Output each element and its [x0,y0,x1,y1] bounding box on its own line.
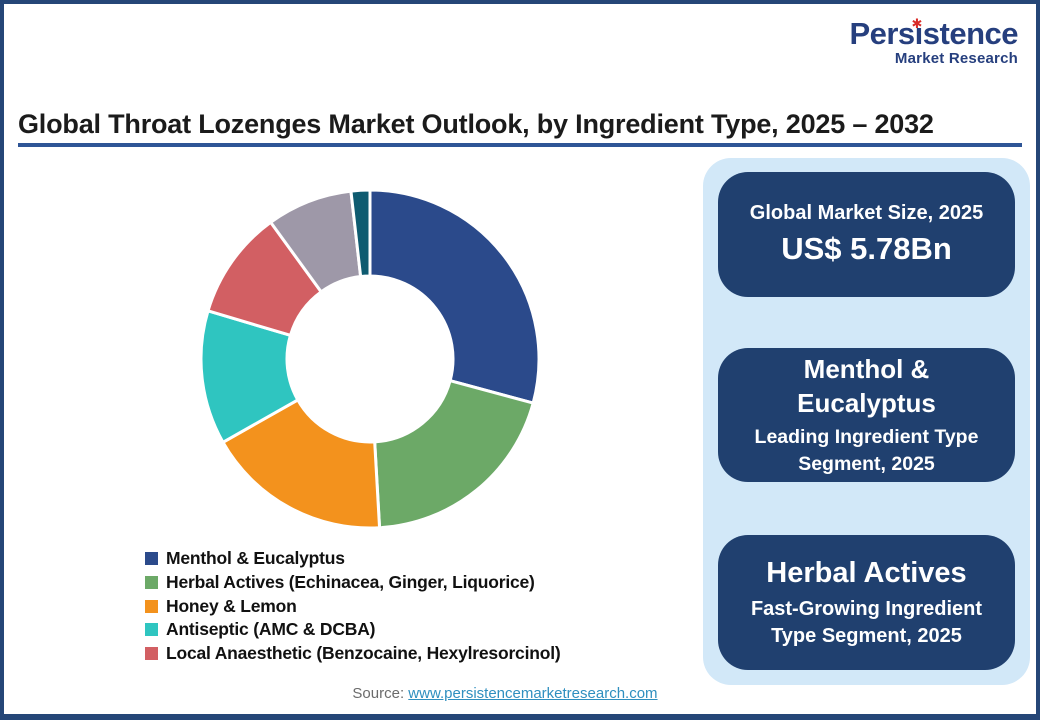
legend-label: Herbal Actives (Echinacea, Ginger, Liquo… [166,572,535,593]
source-link[interactable]: www.persistencemarketresearch.com [408,685,658,702]
legend-label: Antiseptic (AMC & DCBA) [166,619,376,640]
source-label: Source: [352,685,409,702]
leading-segment-name: Menthol & Eucalyptus [797,353,936,418]
highlight-card-market-size: Global Market Size, 2025 US$ 5.78Bn [718,172,1015,297]
legend-label: Honey & Lemon [166,595,297,616]
leading-segment-caption: Leading Ingredient Type Segment, 2025 [754,426,979,475]
legend-item: Menthol & Eucalyptus [145,547,561,571]
legend-label: Local Anaesthetic (Benzocaine, Hexylreso… [166,643,561,664]
page-title: Global Throat Lozenges Market Outlook, b… [18,109,934,139]
logo-wordmark: Persıstence ✱ [849,16,1018,51]
fast-growing-segment-caption: Fast-Growing Ingredient Type Segment, 20… [750,597,983,647]
pmr-logo: Persıstence ✱ Market Research [849,16,1018,67]
legend-swatch [145,647,158,661]
source-line: Source: www.persistencemarketresearch.co… [4,685,1006,702]
logo-star-icon: ✱ [911,16,922,31]
legend-item: Herbal Actives (Echinacea, Ginger, Liquo… [145,571,561,595]
title-underline [18,143,1022,147]
market-size-value: US$ 5.78Bn [781,230,952,266]
logo-subtitle: Market Research [894,50,1018,67]
donut-segment-herbal-actives-echinacea-ginger-liquorice [373,379,535,530]
highlights-panel: Global Market Size, 2025 US$ 5.78Bn Ment… [703,158,1030,685]
highlight-card-fast-growing-segment: Herbal Actives Fast-Growing Ingredient T… [718,535,1015,670]
legend-label: Menthol & Eucalyptus [166,548,345,569]
legend-item: Honey & Lemon [145,594,561,618]
legend-swatch [145,623,158,637]
legend-item: Local Anaesthetic (Benzocaine, Hexylreso… [145,642,561,666]
legend-swatch [145,552,158,566]
market-size-label: Global Market Size, 2025 [749,201,984,224]
highlight-card-leading-segment: Menthol & Eucalyptus Leading Ingredient … [718,348,1015,482]
logo-text: Persıstence [849,16,1018,51]
legend-swatch [145,576,158,590]
donut-segment-honey-lemon [221,398,382,530]
fast-growing-segment-name: Herbal Actives [766,557,967,590]
chart-legend: Menthol & Eucalyptus Herbal Actives (Echi… [145,547,561,665]
donut-segment-unlabeled-2 [349,188,372,279]
donut-chart [199,188,541,530]
legend-item: Antiseptic (AMC & DCBA) [145,618,561,642]
legend-swatch [145,599,158,613]
donut-segment-menthol-eucalyptus [368,188,541,405]
